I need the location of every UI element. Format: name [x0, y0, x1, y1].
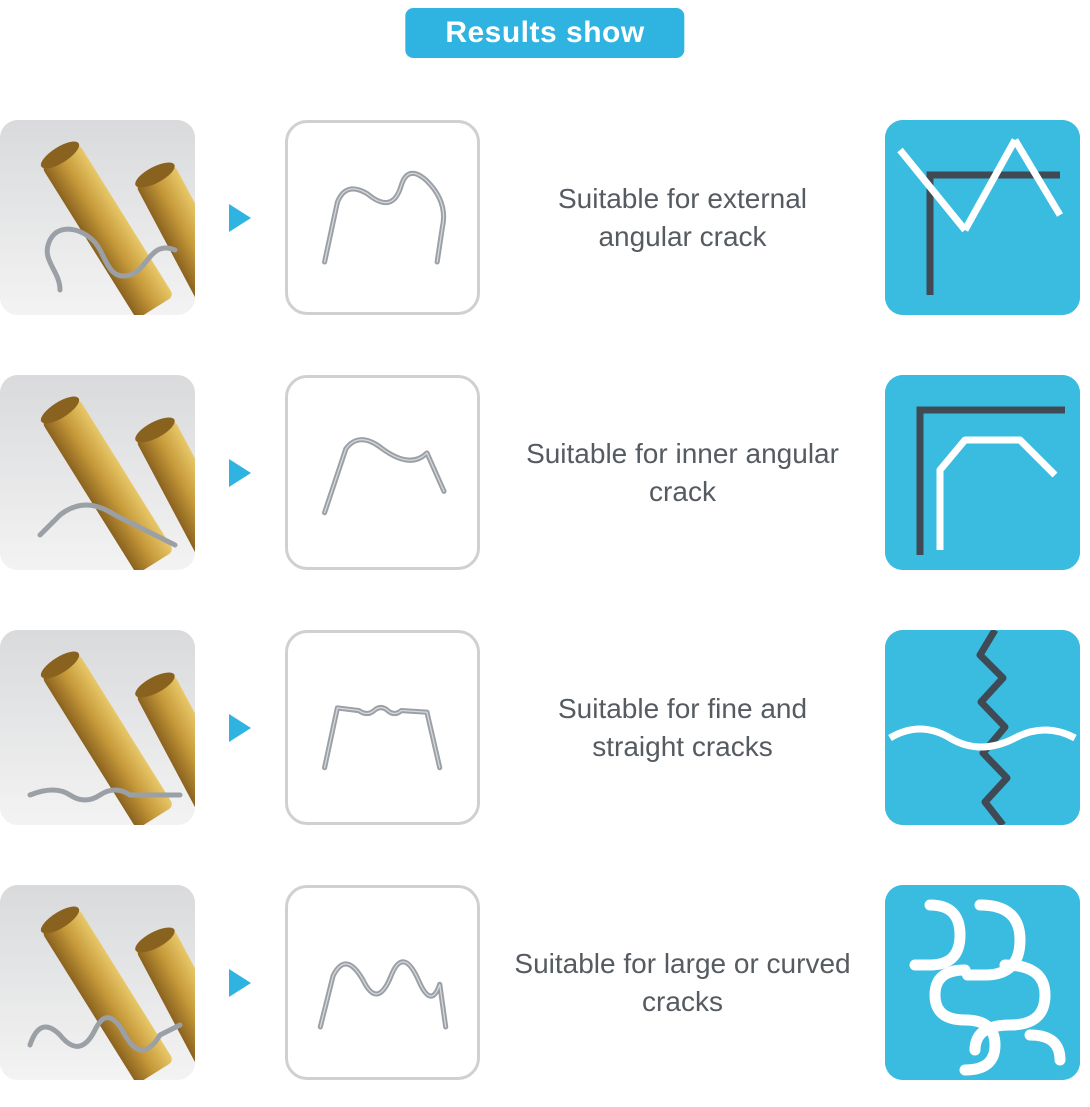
arrow-icon [195, 969, 285, 997]
staple-card [285, 120, 480, 315]
row-description: Suitable for external angular crack [480, 180, 885, 256]
usage-diagram [885, 630, 1080, 825]
tool-photo [0, 375, 195, 570]
usage-diagram [885, 120, 1080, 315]
header-badge: Results show [405, 8, 684, 58]
usage-diagram [885, 885, 1080, 1080]
staple-card [285, 630, 480, 825]
result-row: Suitable for inner angular crack [0, 375, 1090, 570]
result-row: Suitable for large or curved cracks [0, 885, 1090, 1080]
header-title: Results show [445, 16, 644, 49]
result-row: Suitable for external angular crack [0, 120, 1090, 315]
arrow-icon [195, 459, 285, 487]
usage-diagram [885, 375, 1080, 570]
arrow-icon [195, 714, 285, 742]
tool-photo [0, 120, 195, 315]
tool-photo [0, 630, 195, 825]
arrow-icon [195, 204, 285, 232]
tool-photo [0, 885, 195, 1080]
result-row: Suitable for fine and straight cracks [0, 630, 1090, 825]
row-description: Suitable for inner angular crack [480, 435, 885, 511]
staple-card [285, 375, 480, 570]
row-description: Suitable for large or curved cracks [480, 945, 885, 1021]
row-description: Suitable for fine and straight cracks [480, 690, 885, 766]
rows-container: Suitable for external angular crack [0, 120, 1090, 1080]
staple-card [285, 885, 480, 1080]
